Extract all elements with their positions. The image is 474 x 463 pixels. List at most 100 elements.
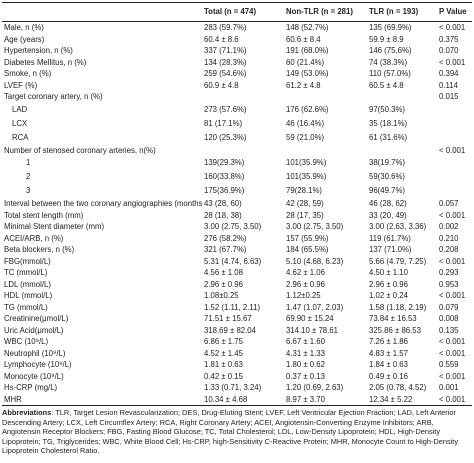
cell-total: 160(33.8%): [204, 172, 245, 182]
cell-non-tlr: 1.47 (1.07, 2.03): [286, 302, 344, 312]
row-label: Interval between the two coronary angiog…: [4, 199, 202, 208]
row-label: MHR: [2, 393, 202, 406]
row-label: Beta blockers, n (%): [4, 245, 75, 254]
cell-total: 60.4 ± 8.6: [204, 34, 239, 44]
table-row: Neutrophil (10⁹/L) 4.52 ± 1.45 4.31 ± 1.33…: [2, 348, 472, 360]
table-row: Number of stenosed coronary arteries, n(…: [2, 145, 472, 157]
cell-p-value: 0.114: [439, 80, 458, 90]
cell-p-value: < 0.001: [437, 393, 472, 406]
cell-non-tlr: 79(28.1%): [286, 186, 322, 196]
row-label: TC (mmol/L): [4, 268, 48, 277]
table-row: HDL (mmol/L) 1.08±0.25 1.12±0.25 1.02 ± 0.2…: [2, 290, 472, 302]
row-label: RCA: [12, 132, 29, 142]
table-row: FBG(mmol/L) 5.31 (4.74, 6.63) 5.10 (4.68, …: [2, 256, 472, 268]
cell-non-tlr: [284, 145, 367, 157]
row-label: Uric Acid(μmol/L): [4, 325, 64, 335]
cell-tlr: 1.58 (1.18, 2.19): [369, 302, 427, 312]
cell-total: [202, 145, 284, 157]
cell-p-value: < 0.001: [439, 57, 466, 67]
row-label: Lymphocyte (10⁹/L): [4, 360, 72, 369]
table-row: Smoke, n (%) 259 (54.6%) 149 (53.0%) 110 (5…: [2, 68, 472, 80]
table-row: Diabetes Mellitus, n (%) 134 (28.3%) 60 (2…: [2, 57, 472, 69]
cell-p-value: 0.070: [439, 46, 459, 55]
cell-non-tlr: 148 (52.7%): [286, 23, 329, 32]
cell-p-value: [437, 117, 472, 131]
row-label: ACEI/ARB, n (%): [4, 233, 64, 243]
row-label: 1: [26, 158, 31, 168]
cell-p-value: < 0.001: [439, 348, 466, 358]
cell-tlr: [367, 145, 437, 157]
cell-non-tlr: 184 (65.5%): [286, 245, 329, 254]
cell-non-tlr: 1.80 ± 0.62: [286, 360, 325, 369]
abbreviations-text: : TLR, Target Lesion Revascularization; …: [2, 408, 459, 456]
cell-non-tlr: [284, 91, 367, 103]
cell-non-tlr: 1.20 (0.69, 2.63): [286, 383, 344, 392]
cell-tlr: 59.9 ± 8.9: [369, 34, 404, 44]
cell-non-tlr: 314.10 ± 78.61: [286, 325, 338, 335]
cell-p-value: 0.375: [439, 34, 459, 44]
cell-total: 273 (57.6%): [204, 104, 247, 114]
cell-non-tlr: 60.6 ± 8.4: [286, 34, 321, 44]
table-row: LAD 273 (57.6%) 176 (62.6%) 97(50.3%): [2, 103, 472, 117]
header-tlr: TLR (n = 193): [367, 2, 437, 22]
cell-non-tlr: 4.31 ± 1.33: [286, 348, 325, 358]
table-row: LDL (mmol/L) 2.96 ± 0.96 2.96 ± 0.96 2.96 ±…: [2, 279, 472, 291]
cell-total: 1.52 (1.11, 2.11): [204, 302, 261, 312]
cell-p-value: 0.002: [439, 222, 459, 231]
table-row: TC (mmol/L) 4.56 ± 1.08 4.62 ± 1.06 4.50 ± …: [2, 267, 472, 279]
cell-total: 4.52 ± 1.45: [204, 348, 243, 358]
cell-total: 259 (54.6%): [204, 69, 247, 78]
table-row: Creatinine(μmol/L) 71.51 ± 15.67 69.90 ± 1…: [2, 313, 472, 325]
table-body: Male, n (%) 283 (59.7%) 148 (52.7%) 135 (69…: [2, 22, 472, 406]
cell-non-tlr: 59 (21.0%): [286, 132, 325, 142]
cell-p-value: 0.208: [439, 245, 459, 254]
row-label: Number of stenosed coronary arteries, n(…: [4, 145, 156, 155]
cell-p-value: 0.001: [439, 383, 459, 392]
cell-p-value: < 0.001: [439, 145, 466, 155]
row-label: LDL (mmol/L): [4, 279, 51, 289]
row-label: Age (years): [4, 34, 45, 44]
cell-tlr: 1.84 ± 0.63: [369, 360, 408, 369]
cell-tlr: 59(30.6%): [369, 172, 405, 182]
cell-non-tlr: 176 (62.6%): [286, 104, 329, 114]
cell-p-value: 0.015: [439, 92, 459, 101]
row-label: TG (mmol/L): [4, 302, 48, 312]
table-row: WBC (10⁹/L) 6.86 ± 1.75 6.67 ± 1.60 7.26 ± …: [2, 336, 472, 348]
cell-total: 43 (28, 60): [204, 199, 242, 208]
cell-p-value: < 0.001: [439, 210, 466, 220]
cell-p-value: 0.008: [439, 314, 459, 323]
cell-total: 283 (59.7%): [204, 23, 247, 32]
table-row: TG (mmol/L) 1.52 (1.11, 2.11) 1.47 (1.07, …: [2, 302, 472, 314]
cell-tlr: 46 (28, 62): [369, 199, 407, 208]
header-non-tlr: Non-TLR (n = 281): [284, 2, 367, 22]
row-label: Hs-CRP (mg/L): [4, 383, 58, 392]
cell-p-value: [437, 170, 472, 184]
cell-non-tlr: 0.37 ± 0.13: [286, 371, 325, 381]
cell-tlr: 119 (61.7%): [369, 233, 411, 243]
table-row: RCA 120 (25.3%) 59 (21.0%) 61 (31.6%): [2, 131, 472, 145]
cell-non-tlr: 157 (55.9%): [286, 233, 329, 243]
cell-total: 5.31 (4.74, 6.63): [204, 256, 262, 266]
cell-tlr: 2.05 (0.78, 4.52): [369, 383, 427, 392]
cell-p-value: 0.210: [439, 233, 459, 243]
cell-tlr: 33 (20, 49): [369, 210, 407, 220]
cell-non-tlr: 191 (68.0%): [286, 46, 329, 55]
cell-p-value: 0.079: [439, 302, 459, 312]
table-row: 2 160(33.8%) 101(35.9%) 59(30.6%): [2, 170, 472, 184]
cell-p-value: 0.057: [439, 199, 459, 208]
row-label: Smoke, n (%): [4, 69, 52, 78]
table-row: ACEI/ARB, n (%) 276 (58.2%) 157 (55.9%) 119…: [2, 233, 472, 245]
cell-total: 71.51 ± 15.67: [204, 314, 252, 323]
cell-p-value: [437, 131, 472, 145]
cell-p-value: 0.559: [439, 360, 459, 369]
row-label: LAD: [12, 104, 28, 114]
cell-non-tlr: 28 (17, 35): [286, 210, 324, 220]
cell-tlr: 61 (31.6%): [369, 132, 408, 142]
cell-p-value: < 0.001: [439, 337, 466, 346]
table-row: Total stent length (mm) 28 (18, 38) 28 (17…: [2, 210, 472, 222]
cell-non-tlr: 1.12±0.25: [286, 291, 321, 300]
row-label: FBG(mmol/L): [4, 256, 51, 266]
cell-p-value: 0.293: [439, 268, 459, 277]
table-row: Minimal Stent diameter (mm) 3.00 (2.75, 3…: [2, 221, 472, 233]
cell-total: 10.34 ± 4.68: [202, 393, 284, 406]
